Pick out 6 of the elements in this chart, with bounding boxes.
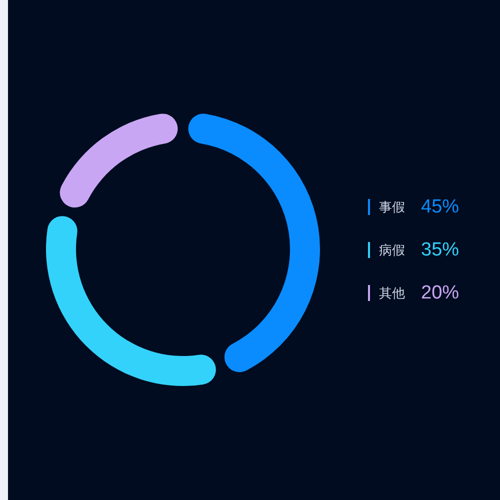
data-label: 35% [421,240,460,260]
legend-label: 其他 [379,286,405,300]
data-label: 20% [421,282,460,304]
legend-label: 事假 [379,200,405,214]
legend-label: 病假 [379,242,405,258]
data-label: 45% [421,196,460,218]
